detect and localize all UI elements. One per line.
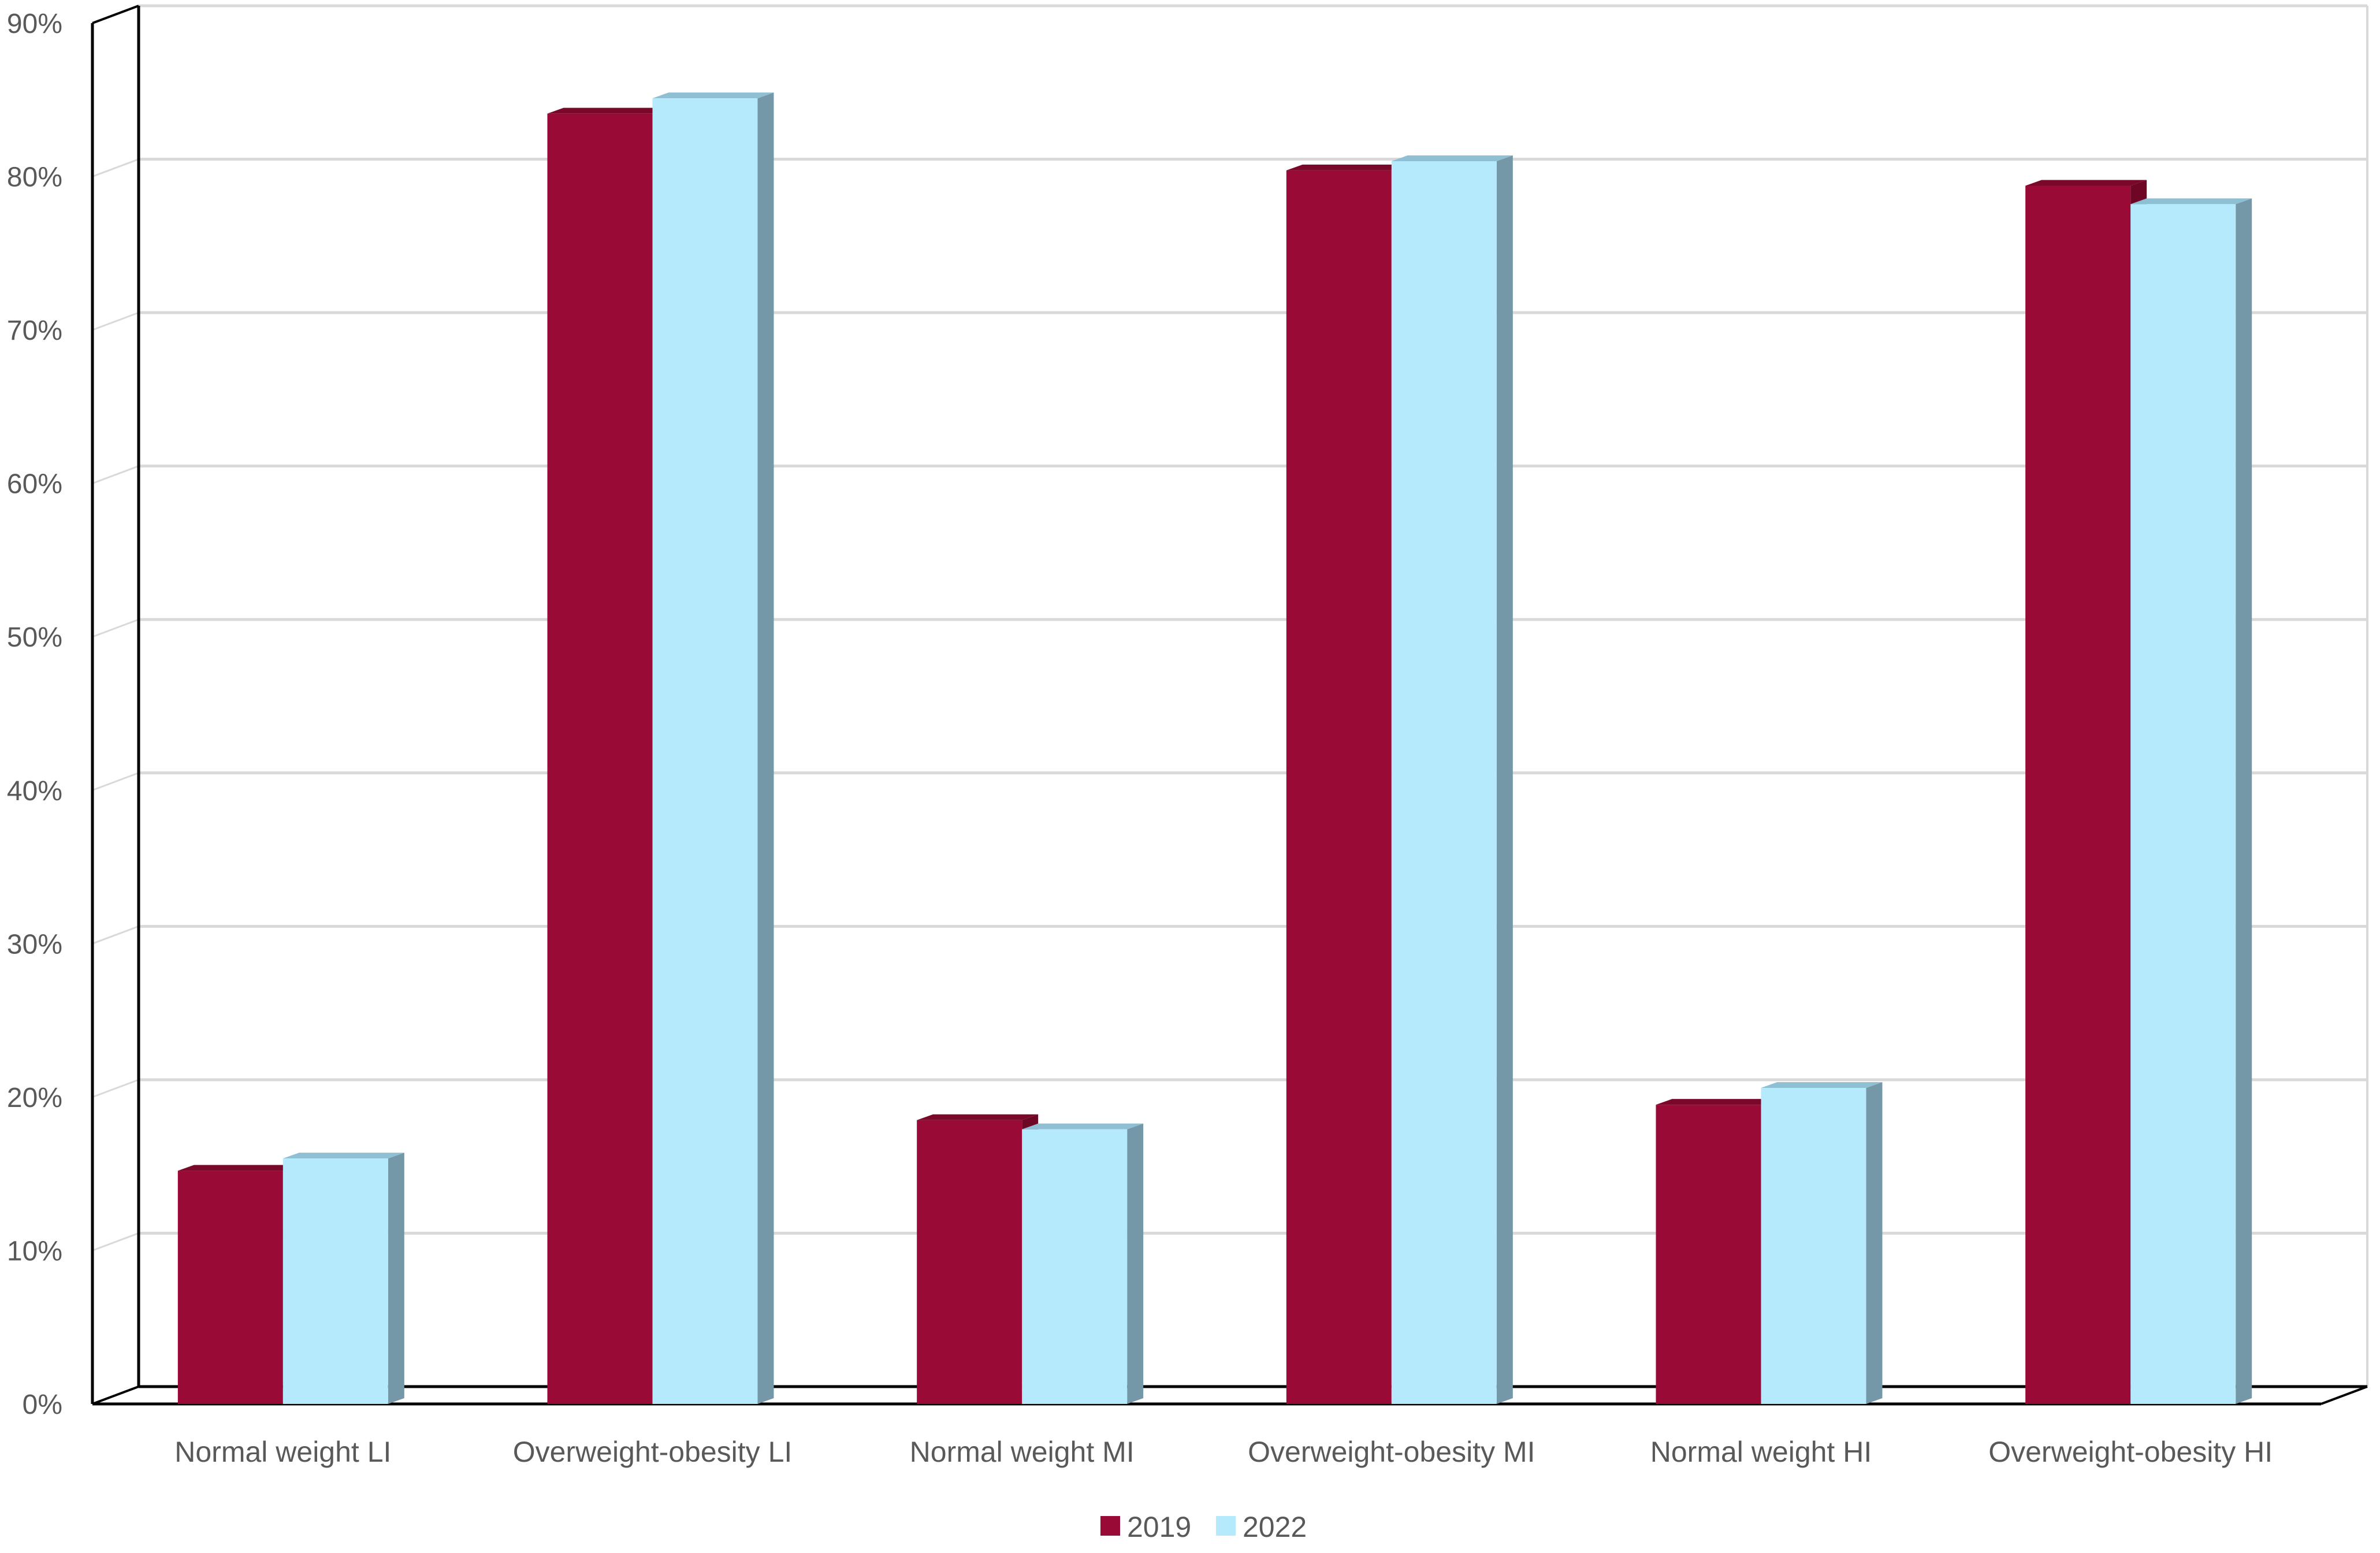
bar-side xyxy=(1496,155,1513,1404)
bar-front xyxy=(1022,1129,1128,1404)
gridline-connector xyxy=(92,925,139,945)
legend-label: 2022 xyxy=(1243,1511,1307,1543)
y-tick-label: 70% xyxy=(7,315,62,346)
bar-front xyxy=(2025,185,2131,1405)
bar-top xyxy=(1022,1123,1144,1130)
bar-2022-2 xyxy=(1022,1123,1144,1404)
bar-2022-4 xyxy=(1761,1082,1883,1404)
bar-front xyxy=(1761,1087,1866,1404)
bar-2019-2 xyxy=(917,1114,1039,1404)
bar-2019-5 xyxy=(2025,180,2147,1405)
y-tick-label: 80% xyxy=(7,162,62,193)
y-tick-labels: 0% 10% 20% 30% 40% 50% 60% 70% 80% 90% xyxy=(7,9,62,1420)
bar-front xyxy=(282,1158,388,1404)
bar-side xyxy=(2236,198,2252,1405)
x-category-label: Overweight-obesity LI xyxy=(513,1436,793,1468)
x-category-label: Normal weight LI xyxy=(174,1436,391,1468)
bar-2019-3 xyxy=(1286,164,1408,1404)
bar-2022-5 xyxy=(2130,198,2252,1405)
x-category-label: Normal weight MI xyxy=(910,1436,1135,1468)
bar-top xyxy=(1286,164,1408,170)
axes xyxy=(91,5,2368,1406)
x-category-label: Overweight-obesity MI xyxy=(1248,1436,1535,1468)
gridline-connector xyxy=(92,772,139,792)
bar-front xyxy=(917,1120,1022,1404)
legend-item-2019: 2019 xyxy=(1100,1511,1191,1543)
bar-front xyxy=(177,1171,283,1404)
legend-label: 2019 xyxy=(1127,1511,1191,1543)
bar-side xyxy=(757,92,774,1404)
bar-top xyxy=(547,107,669,114)
y-tick-label: 30% xyxy=(7,929,62,960)
floor-left-connector xyxy=(92,1385,139,1405)
bars xyxy=(177,92,2252,1405)
bar-top xyxy=(1761,1082,1883,1088)
y-tick-label: 50% xyxy=(7,622,62,653)
bar-top xyxy=(1391,155,1513,161)
legend: 2019 2022 xyxy=(1100,1511,1307,1543)
bar-front xyxy=(547,113,653,1405)
bar-top xyxy=(1656,1099,1777,1105)
bar-2022-0 xyxy=(282,1153,404,1404)
gridline-connector xyxy=(92,311,139,331)
gridline-connector xyxy=(92,465,139,485)
floor-right-connector xyxy=(2320,1385,2368,1405)
bar-side xyxy=(1127,1123,1144,1404)
legend-swatch xyxy=(1216,1516,1236,1536)
bar-front xyxy=(652,98,758,1404)
bar-side xyxy=(1866,1082,1883,1404)
bar-side xyxy=(388,1153,404,1404)
gridlines xyxy=(92,4,2368,1387)
bar-front xyxy=(1391,161,1497,1404)
y-tick-label: 10% xyxy=(7,1236,62,1266)
x-category-labels: Normal weight LI Overweight-obesity LI Nor… xyxy=(174,1436,2273,1468)
bar-top xyxy=(2130,198,2252,205)
x-category-label: Overweight-obesity HI xyxy=(1988,1436,2273,1468)
bar-front xyxy=(2130,204,2236,1405)
y-tick-label: 20% xyxy=(7,1083,62,1113)
bar-top xyxy=(2025,180,2147,186)
y-tick-label: 40% xyxy=(7,776,62,807)
bar-top xyxy=(282,1153,404,1159)
x-category-label: Normal weight HI xyxy=(1650,1436,1872,1468)
y-tick-label: 60% xyxy=(7,469,62,500)
gridline-connector xyxy=(92,158,139,177)
y-tick-label: 0% xyxy=(23,1389,62,1420)
bar-top xyxy=(652,92,774,99)
bar-2019-0 xyxy=(177,1165,299,1404)
bar-top xyxy=(917,1114,1039,1120)
bar-top xyxy=(177,1165,299,1171)
bar-2022-3 xyxy=(1391,155,1513,1404)
gridline-connector xyxy=(92,1079,139,1098)
y-axis-top-connector xyxy=(92,5,139,24)
bar-2022-1 xyxy=(652,92,774,1404)
gridline-connector xyxy=(92,1232,139,1251)
bar-2019-4 xyxy=(1656,1099,1777,1404)
legend-item-2022: 2022 xyxy=(1216,1511,1307,1543)
bar-2019-1 xyxy=(547,107,669,1405)
y-tick-label: 90% xyxy=(7,9,62,39)
bar-front xyxy=(1286,170,1392,1404)
legend-swatch xyxy=(1100,1516,1120,1536)
bar-front xyxy=(1656,1105,1761,1404)
gridline-connector xyxy=(92,618,139,638)
